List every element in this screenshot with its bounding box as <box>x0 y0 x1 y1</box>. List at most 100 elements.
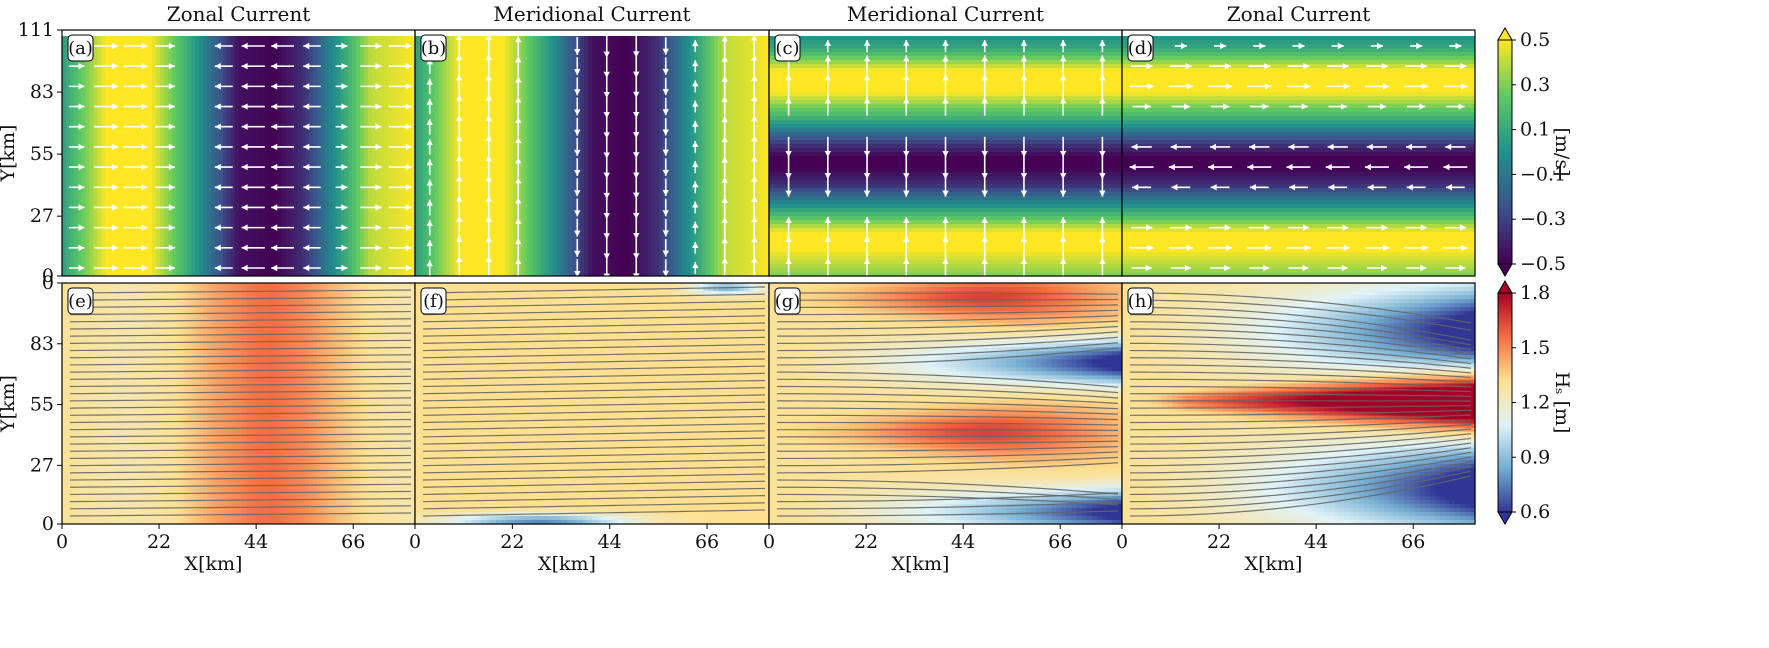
heatmap-cell <box>617 311 623 316</box>
heatmap-cell <box>602 403 608 409</box>
heatmap-cell <box>556 451 563 457</box>
heatmap-cell <box>511 487 517 493</box>
heatmap-cell <box>662 355 669 360</box>
heatmap-cell <box>297 36 302 276</box>
heatmap-cell <box>622 311 628 316</box>
heatmap-cell <box>667 467 674 473</box>
heatmap-cell <box>571 339 578 344</box>
vector-arrow-head <box>168 123 175 130</box>
heatmap-cell <box>733 387 740 393</box>
heatmap-cell <box>516 471 522 477</box>
heatmap-cell <box>581 319 588 324</box>
heatmap-cell <box>420 475 426 481</box>
heatmap-cell <box>506 363 512 368</box>
heatmap-cell <box>602 319 608 324</box>
heatmap-cell <box>445 303 451 308</box>
heatmap-cell <box>592 407 598 413</box>
heatmap-cell <box>617 391 623 397</box>
heatmap-cell <box>415 291 421 296</box>
heatmap-cell <box>703 303 709 308</box>
heatmap-cell <box>506 355 512 360</box>
heatmap-cell <box>551 447 558 453</box>
heatmap-cell <box>586 375 593 380</box>
heatmap-cell <box>332 36 338 276</box>
heatmap-cell <box>667 455 674 461</box>
heatmap-cell <box>531 459 537 465</box>
heatmap-cell <box>708 315 714 320</box>
heatmap-cell <box>511 371 517 376</box>
heatmap-cell <box>415 299 421 304</box>
heatmap-cell <box>632 319 639 324</box>
heatmap-cell <box>536 463 543 469</box>
heatmap-cell <box>506 367 512 372</box>
heatmap-cell <box>435 475 441 481</box>
heatmap-cell <box>758 331 765 336</box>
heatmap-cell <box>733 303 740 308</box>
heatmap-cell <box>364 36 369 276</box>
heatmap-cell <box>556 371 563 376</box>
heatmap-cell <box>733 331 740 336</box>
heatmap-cell <box>465 463 472 469</box>
heatmap-cell <box>652 467 659 473</box>
vector-arrow-head <box>271 224 278 231</box>
heatmap-cell <box>581 391 588 397</box>
heatmap-cell <box>597 355 603 360</box>
vector-arrow-head <box>1341 264 1348 272</box>
vector-arrow-head <box>405 264 412 272</box>
heatmap-cell <box>713 311 720 316</box>
heatmap-cell <box>738 283 745 288</box>
heatmap-cell <box>693 407 699 413</box>
heatmap-cell <box>521 455 527 461</box>
heatmap-cell <box>480 451 487 457</box>
heatmap-cell <box>753 363 760 368</box>
vector-arrow-head <box>662 109 669 116</box>
heatmap-cell <box>763 487 770 493</box>
heatmap-cell <box>662 339 669 344</box>
vector-arrow-head <box>341 83 348 90</box>
heatmap-cell <box>576 375 583 380</box>
heatmap-cell <box>708 319 714 324</box>
heatmap-cell <box>480 487 487 493</box>
heatmap-cell <box>529 36 534 276</box>
heatmap-cell <box>465 467 472 473</box>
heatmap-cell <box>607 283 613 288</box>
vector-arrow-head <box>78 62 85 70</box>
heatmap-cell <box>758 343 765 348</box>
heatmap-cell <box>415 295 421 300</box>
heatmap-cell <box>576 487 583 493</box>
heatmap-cell <box>617 483 623 489</box>
heatmap-cell <box>511 455 517 461</box>
vector-arrow-head <box>426 159 433 166</box>
heatmap-cell <box>475 443 482 449</box>
heatmap-cell <box>511 451 517 457</box>
heatmap-cell <box>597 471 603 477</box>
heatmap-cell <box>531 435 537 441</box>
heatmap-cell <box>753 291 760 296</box>
heatmap-cell <box>581 363 588 368</box>
heatmap-cell <box>652 395 659 401</box>
heatmap-cell <box>475 291 482 296</box>
heatmap-cell <box>541 419 548 425</box>
heatmap-cell <box>561 463 568 469</box>
heatmap-cell <box>450 335 457 340</box>
heatmap-cell <box>677 283 684 288</box>
vector-arrow-head <box>1059 235 1067 242</box>
heatmap-cell <box>763 443 770 449</box>
vector-arrow-head <box>241 204 248 211</box>
heatmap-cell <box>652 359 659 364</box>
heatmap-cell <box>592 435 598 441</box>
heatmap-cell <box>490 343 497 348</box>
heatmap-cell <box>440 431 446 437</box>
heatmap-cell <box>566 391 573 397</box>
heatmap-cell <box>490 475 497 481</box>
heatmap-cell <box>602 327 608 332</box>
heatmap-cell <box>758 359 765 364</box>
heatmap-cell <box>592 311 598 316</box>
heatmap-cell <box>632 415 639 421</box>
vector-arrow-head <box>1265 244 1272 252</box>
heatmap-cell <box>698 311 704 316</box>
heatmap-cell <box>460 339 467 344</box>
heatmap-cell <box>536 455 543 461</box>
heatmap-cell <box>470 367 477 372</box>
heatmap-cell <box>769 116 1122 121</box>
